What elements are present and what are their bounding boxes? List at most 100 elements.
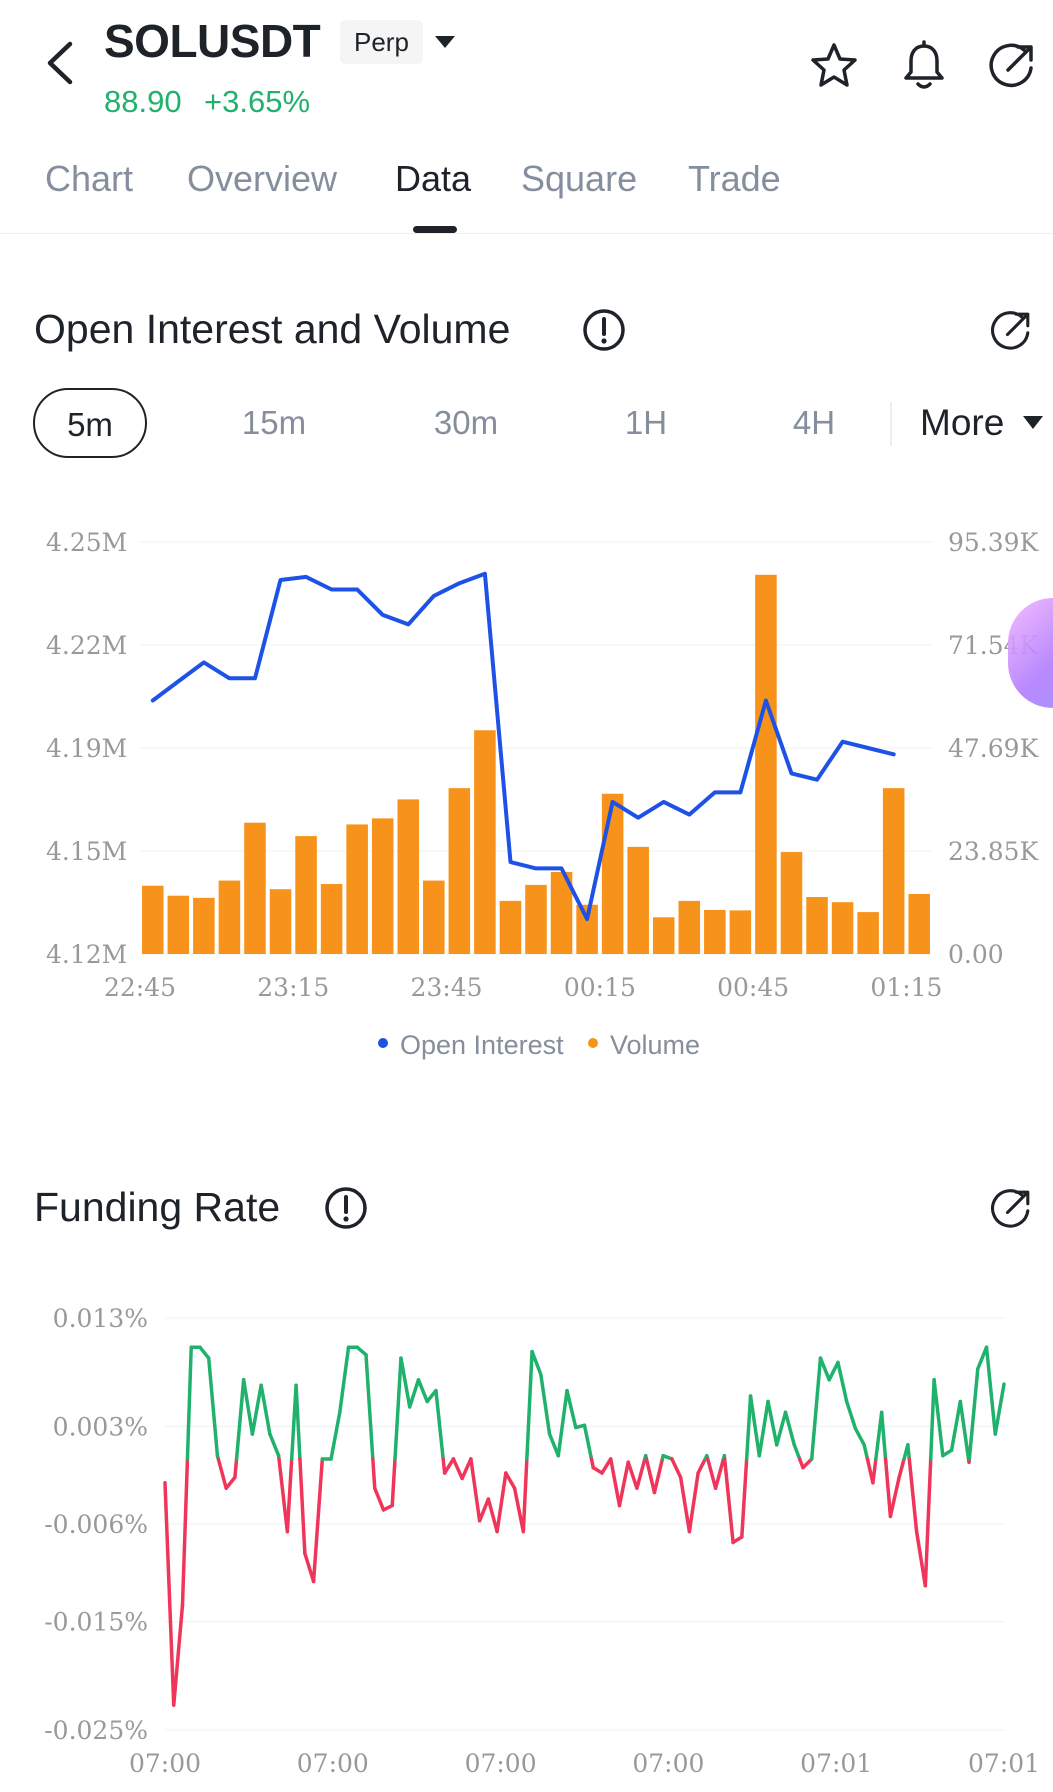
volume-bar	[525, 884, 547, 954]
volume-bar	[882, 788, 905, 954]
volume-bar	[142, 885, 164, 954]
share-icon[interactable]	[986, 40, 1038, 92]
volume-bar	[729, 910, 752, 954]
tab-chart[interactable]: Chart	[45, 158, 134, 199]
funding-rate-segment	[539, 1372, 552, 1436]
funding-rate-segment	[862, 1443, 870, 1461]
tab-square[interactable]: Square	[521, 158, 638, 199]
funding-rate-segment	[234, 1378, 246, 1461]
funding-rate-segment	[393, 1356, 403, 1461]
oi-volume-chart[interactable]: 4.12M 0.00 4.15M 23.85K 4.19M 47.69K 4.22M 71.5…	[0, 500, 1053, 1010]
interval-1h[interactable]: 1H	[624, 404, 668, 441]
oi-chart-legend: Open Interest Volume	[0, 1030, 1053, 1070]
volume-bar	[371, 818, 394, 954]
funding-rate-segment	[836, 1360, 849, 1404]
x-tick-label: 07:00	[129, 1749, 201, 1778]
tab-overview[interactable]: Overview	[187, 158, 338, 199]
legend-open-interest[interactable]: Open Interest	[378, 1030, 564, 1061]
caret-down-icon[interactable]	[430, 28, 460, 56]
funding-rate-segment	[250, 1383, 263, 1436]
y-left-tick-label: 4.22M	[46, 631, 127, 660]
funding-rate-segment	[303, 1551, 316, 1584]
volume-bar	[576, 904, 598, 954]
volume-bar	[857, 912, 879, 954]
funding-rate-segment	[958, 1399, 971, 1461]
funding-rate-segment	[757, 1399, 770, 1458]
interval-divider	[890, 402, 892, 446]
funding-rate-segment	[530, 1349, 543, 1377]
funding-rate-segment	[792, 1443, 802, 1461]
funding-rate-segment	[635, 1457, 647, 1490]
funding-rate-segment	[390, 1457, 397, 1508]
volume-bar	[678, 900, 701, 954]
funding-rate-chart[interactable]: 0.013% 0.003% -0.006% -0.015% -0.025% 07:00 07…	[0, 1290, 1053, 1792]
funding-rate-segment	[783, 1410, 796, 1447]
caret-down-icon[interactable]	[1020, 410, 1046, 434]
funding-rate-segment	[486, 1497, 499, 1534]
tab-trade[interactable]: Trade	[688, 158, 781, 199]
y-tick-label: -0.006%	[44, 1510, 148, 1539]
funding-rate-segment	[547, 1432, 561, 1458]
x-tick-label: 00:45	[717, 973, 789, 1002]
volume-bar	[423, 880, 445, 954]
funding-rate-segment	[338, 1345, 351, 1415]
funding-rate-segment	[407, 1378, 421, 1409]
legend-dot	[378, 1037, 388, 1048]
funding-rate-segment	[888, 1475, 901, 1519]
funding-rate-segment	[907, 1457, 919, 1534]
volume-bar	[218, 880, 241, 954]
funding-rate-segment	[171, 1603, 185, 1707]
y-left-tick-label: 4.25M	[46, 528, 127, 557]
funding-rate-segment	[512, 1486, 526, 1534]
volume-bar	[755, 574, 777, 954]
x-tick-label: 01:15	[870, 973, 942, 1002]
funding-rate-segment	[373, 1486, 386, 1512]
funding-rate-segment	[495, 1471, 508, 1534]
symbol-title[interactable]: SOLUSDT	[104, 15, 321, 67]
interval-5m[interactable]: 5m	[33, 388, 147, 458]
funding-rate-segment	[775, 1410, 788, 1447]
funding-rate-segment	[277, 1457, 290, 1534]
legend-volume[interactable]: Volume	[588, 1030, 700, 1061]
tab-bar: Chart Overview Data Square Trade	[0, 150, 1053, 234]
tab-data[interactable]: Data	[395, 158, 472, 199]
open-interest-line	[150, 571, 896, 922]
funding-rate-segment	[766, 1399, 779, 1447]
bell-icon[interactable]	[898, 40, 950, 92]
interval-4h[interactable]: 4H	[792, 404, 836, 441]
y-right-tick-label: 0.00	[948, 940, 1004, 969]
funding-rate-segment	[268, 1432, 281, 1458]
active-tab-indicator	[413, 226, 457, 233]
funding-rate-segment	[416, 1378, 429, 1404]
funding-rate-segment	[687, 1471, 700, 1534]
back-icon[interactable]	[40, 38, 80, 88]
funding-rate-segment	[744, 1394, 753, 1461]
info-icon[interactable]	[324, 1186, 368, 1230]
funding-rate-segment	[608, 1457, 622, 1508]
funding-rate-segment	[371, 1457, 377, 1490]
funding-rate-segment	[696, 1457, 707, 1475]
funding-rate-segment	[670, 1457, 683, 1480]
volume-bar	[601, 793, 624, 954]
funding-rate-segment	[198, 1345, 211, 1360]
interval-30m[interactable]: 30m	[433, 404, 499, 441]
info-icon[interactable]	[582, 308, 626, 352]
interval-15m[interactable]: 15m	[241, 404, 307, 441]
funding-rate-segment	[180, 1457, 190, 1608]
funding-rate-segment	[879, 1410, 888, 1461]
volume-bar	[193, 897, 215, 954]
volume-bar	[499, 900, 522, 954]
y-right-tick-label: 23.85K	[948, 837, 1040, 866]
funding-share-icon[interactable]	[988, 1186, 1034, 1232]
funding-rate-segment	[897, 1457, 906, 1480]
funding-rate-segment	[932, 1378, 945, 1458]
funding-rate-segment	[914, 1529, 928, 1588]
star-icon[interactable]	[808, 40, 860, 92]
funding-rate-segment	[525, 1349, 534, 1461]
more-intervals-button[interactable]: More	[920, 402, 1005, 443]
oi-share-icon[interactable]	[988, 308, 1034, 354]
funding-rate-segment	[871, 1457, 878, 1485]
x-tick-label: 07:00	[465, 1749, 537, 1778]
funding-rate-segment	[399, 1356, 412, 1409]
funding-rate-segment	[163, 1481, 176, 1707]
